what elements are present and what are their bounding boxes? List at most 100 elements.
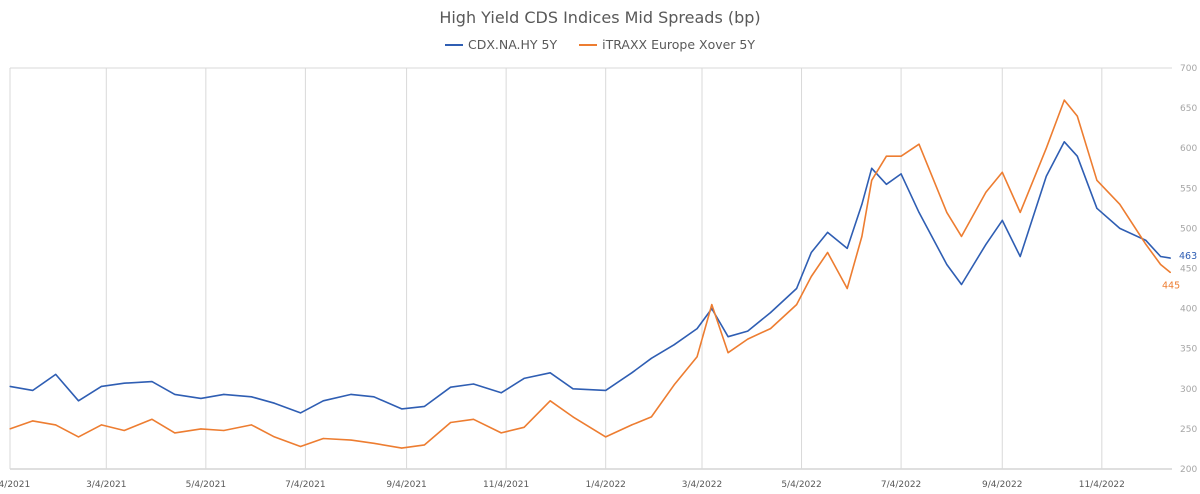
itraxx-line-point [350,439,352,441]
cdx-line-point [900,173,902,175]
cdx-line-point [523,377,525,379]
cdx-line-point [846,247,848,249]
itraxx-line-point [605,436,607,438]
itraxx-line-point [77,436,80,438]
itraxx-line-point [871,179,873,181]
itraxx-line-point [250,424,253,426]
itraxx-line-point [650,416,653,418]
itraxx-line-point [769,328,772,330]
itraxx-line-point [450,421,452,424]
cdx-line-point [810,251,812,254]
x-tick-label: 5/4/2021 [186,480,226,490]
cdx-line-point [322,400,324,402]
itraxx-line-point [846,287,848,290]
cdx-line-point [650,357,653,359]
x-tick-label: 11/4/2022 [1079,480,1125,490]
itraxx-line-point [946,211,948,213]
cdx-line-point [871,167,873,169]
cdx-line-point [500,392,502,394]
itraxx-line-point [322,437,324,440]
cdx-line-point [350,393,352,395]
itraxx-line-point [200,428,202,430]
itraxx-line-point [32,420,34,422]
legend-swatch-cdx [444,43,463,46]
cdx-line-point [77,400,80,402]
y-tick-label: 650 [1180,104,1197,114]
cdx-line-point [250,396,253,398]
itraxx-line-point [1019,211,1021,213]
itraxx-line-point [472,418,475,420]
itraxx-line-point [1076,115,1078,117]
y-tick-label: 550 [1180,184,1197,194]
itraxx-line-point [631,424,633,426]
x-tick-label: 5/4/2022 [781,480,821,490]
cdx-line-point [1063,141,1065,143]
legend-swatch-itraxx [579,43,598,46]
itraxx-line-point [696,356,698,358]
itraxx-line-point [273,436,275,438]
legend-item-itraxx: iTRAXX Europe Xover 5Y [579,37,755,52]
x-tick-label: 3/4/2021 [86,480,126,490]
itraxx-line-point [827,251,829,254]
cdx-line-point [960,283,963,286]
itraxx-line-point [1145,243,1147,245]
x-tick-label: 1/4/2022 [585,480,625,490]
y-tick-label: 250 [1180,425,1197,435]
itraxx-end-label: 445 [1162,281,1180,292]
cdx-line-point [946,263,948,266]
itraxx-line-point [423,444,426,446]
itraxx-line-point [123,429,125,432]
cdx-line-point [1160,255,1162,258]
cdx-line-point [696,328,698,330]
x-tick-label: 7/4/2022 [881,480,921,490]
itraxx-line-point [1045,147,1047,149]
cdx-line-point [200,397,202,399]
itraxx-line-point [918,143,920,145]
itraxx-line-point [1063,99,1065,101]
itraxx-line-point [985,191,987,193]
y-tick-label: 350 [1180,345,1197,355]
cdx-line-point [1045,175,1047,177]
itraxx-line-point [523,426,525,428]
itraxx-line-point [373,442,375,444]
itraxx-line-point [1160,263,1162,266]
cdx-line-point [747,330,749,332]
legend: CDX.NA.HY 5Y iTRAXX Europe Xover 5Y [0,37,1200,52]
itraxx-line-point [174,432,176,434]
cdx-line-point [1096,207,1098,209]
cdx-line-point [1169,257,1171,259]
cdx-line-point [796,287,798,290]
itraxx-line-point [1001,171,1003,173]
cdx-end-label: 463 [1179,251,1197,262]
itraxx-line-point [401,447,403,449]
cdx-line-point [1119,227,1121,229]
cdx-line-series [9,141,1171,414]
cdx-line-point [727,336,729,338]
cdx-line-point [827,231,829,233]
x-tick-label: 9/4/2021 [386,480,426,490]
itraxx-line-point [747,338,749,340]
chart-title: High Yield CDS Indices Mid Spreads (bp) [439,8,761,27]
cdx-line-point [1001,219,1003,221]
itraxx-line-point [1119,203,1121,205]
itraxx-line-point [960,235,963,237]
itraxx-line-point [500,432,502,434]
x-tick-label: 9/4/2022 [982,480,1022,490]
itraxx-line-point [9,428,11,430]
cdx-line-point [450,386,452,388]
legend-item-cdx: CDX.NA.HY 5Y [444,37,557,52]
itraxx-line-point [299,445,302,448]
y-tick-label: 600 [1180,144,1197,154]
cdx-line-point [985,243,987,245]
itraxx-line-point [810,275,812,278]
itraxx-line-point [861,235,863,237]
itraxx-line-point [1169,271,1171,274]
itraxx-line-point [711,304,713,306]
x-tick-label: 3/4/2022 [682,480,722,490]
cdx-line-point [1019,255,1021,258]
cdx-line-point [151,381,153,383]
itraxx-line-point [549,400,551,402]
cdx-line-point [918,211,920,213]
cdx-line-point [223,393,225,395]
